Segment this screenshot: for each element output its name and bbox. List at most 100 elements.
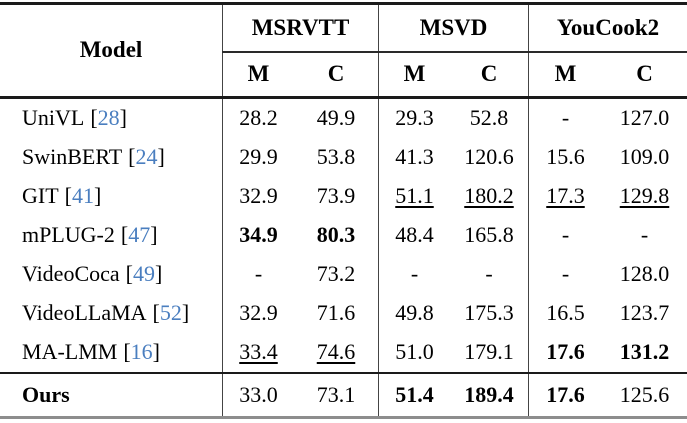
model-column-header: Model	[79, 37, 143, 63]
citation-number[interactable]: 28	[97, 105, 120, 130]
column-group-msvd: MSVD	[378, 5, 528, 51]
metric-value: 49.9	[316, 105, 356, 130]
model-row: MA-LMM [16] 33.4 74.6 51.0 179.1 17.6 131.2	[0, 332, 687, 372]
model-label: VideoLLaMA [52]	[0, 294, 222, 333]
metric-value: -	[222, 254, 294, 294]
model-label: UniVL [28]	[0, 99, 222, 138]
model-row: SwinBERT [24] 29.9 53.8 41.3 120.6 15.6 109.0	[0, 137, 687, 177]
model-label: SwinBERT [24]	[0, 138, 222, 177]
metric-value: 51.0	[378, 332, 450, 372]
metric-value: -	[528, 254, 602, 294]
metric-value: 33.4	[222, 332, 294, 372]
model-label: mPLUG-2 [47]	[0, 216, 222, 255]
header-mid-rule	[222, 51, 687, 53]
metric-value: 48.4	[378, 215, 450, 255]
table-body: UniVL [28] 28.2 49.9 29.3 52.8-127.0 SwinBERT[…	[0, 98, 687, 372]
metric-value: 129.8	[619, 183, 670, 208]
citation-number[interactable]: 49	[132, 261, 155, 286]
metric-value: 16.5	[528, 293, 602, 333]
metric-value: 32.9	[222, 293, 294, 333]
metric-value: 49.8	[378, 293, 450, 333]
table-header: Model MSRVTT MSVD YouCook2 M C M C M C	[0, 5, 687, 96]
metric-value: 123.7	[619, 300, 670, 325]
ours-separator-rule	[0, 371, 687, 374]
metric-value: 29.9	[222, 137, 294, 177]
metric-value: 51.4	[378, 374, 450, 416]
metric-value: 127.0	[619, 105, 670, 130]
citation-link[interactable]: [24]	[128, 144, 165, 169]
model-name: VideoCoca	[22, 261, 120, 286]
metric-value: 33.0	[222, 374, 294, 416]
metric-value: 80.3	[316, 222, 356, 247]
citation-link[interactable]: [16]	[123, 339, 160, 364]
citation-link[interactable]: [52]	[152, 300, 190, 325]
metric-value: 73.2	[316, 261, 356, 286]
citation-number[interactable]: 47	[128, 222, 151, 247]
metric-value: 120.6	[464, 144, 514, 169]
citation-link[interactable]: [49]	[125, 261, 163, 286]
metric-value: 17.3	[528, 176, 602, 216]
metric-value: 28.2	[222, 98, 294, 138]
metric-value: 175.3	[464, 300, 514, 325]
metric-value: -	[528, 98, 602, 138]
citation-number[interactable]: 41	[71, 183, 94, 208]
table-top-rule	[0, 2, 687, 5]
citation-link[interactable]: [47]	[120, 222, 158, 247]
ours-section: Ours 33.0 73.1 51.4 189.4 17.6 125.6	[0, 374, 687, 416]
metric-value: 51.1	[378, 176, 450, 216]
metric-value: 29.3	[378, 98, 450, 138]
metric-value: 73.9	[316, 183, 356, 208]
model-row: mPLUG-2 [47] 34.9 80.3 48.4 165.8- -	[0, 215, 687, 255]
header-bottom-rule	[0, 95, 687, 99]
metric-value: 41.3	[378, 137, 450, 177]
column-group-msrvtt: MSRVTT	[222, 5, 378, 51]
model-name: Ours	[22, 382, 70, 407]
citation-number[interactable]: 16	[130, 339, 153, 364]
metric-header-msrvtt-c: C	[327, 61, 345, 86]
metric-header-msrvtt-m: M	[222, 52, 294, 96]
metric-value: -	[485, 261, 493, 286]
model-name: UniVL	[22, 105, 85, 130]
metric-value: 131.2	[619, 339, 670, 364]
model-label: MA-LMM [16]	[0, 333, 222, 372]
model-row: VideoCoca [49] -73.2- - -128.0	[0, 254, 687, 294]
metric-value: 189.4	[464, 382, 514, 407]
citation-number[interactable]: 24	[135, 144, 158, 169]
citation-link[interactable]: [28]	[90, 105, 127, 130]
model-name: mPLUG-2	[22, 222, 115, 247]
citation-number[interactable]: 52	[159, 300, 182, 325]
metric-value: 125.6	[619, 382, 670, 407]
metric-value: -	[640, 222, 649, 247]
metric-header-area: MSRVTT MSVD YouCook2 M C M C M C	[222, 5, 687, 96]
metric-value: 53.8	[316, 144, 356, 169]
metric-value: 34.9	[222, 215, 294, 255]
table-bottom-rule	[0, 416, 687, 419]
metric-value: 17.6	[528, 374, 602, 416]
model-label: Ours	[0, 374, 222, 416]
model-label: GIT [41]	[0, 177, 222, 216]
metric-header-youcook2-c: C	[636, 61, 653, 86]
model-name: VideoLLaMA	[22, 300, 147, 325]
metric-value: -	[528, 215, 602, 255]
metric-value: 109.0	[619, 144, 670, 169]
model-name: GIT	[22, 183, 59, 208]
model-row: VideoLLaMA [52] 32.9 71.6 49.8 175.3 16.5 123.7	[0, 293, 687, 333]
metric-header-msvd-c: C	[480, 61, 498, 86]
ours-row: Ours 33.0 73.1 51.4 189.4 17.6 125.6	[0, 374, 687, 416]
metric-label-row: M C M C M C	[222, 52, 687, 96]
metric-value: 17.6	[528, 332, 602, 372]
metric-value: 74.6	[316, 339, 356, 364]
model-name: MA-LMM	[22, 339, 118, 364]
metric-header-youcook2-m: M	[528, 52, 602, 96]
metric-value: 73.1	[316, 382, 356, 407]
model-label: VideoCoca [49]	[0, 255, 222, 294]
metric-value: 165.8	[464, 222, 514, 247]
metric-value: 32.9	[222, 176, 294, 216]
metric-value: 128.0	[619, 261, 670, 286]
dataset-group-row: MSRVTT MSVD YouCook2	[222, 5, 687, 51]
metric-value: 15.6	[528, 137, 602, 177]
citation-link[interactable]: [41]	[64, 183, 102, 208]
metric-value: -	[378, 254, 450, 294]
metric-value: 71.6	[316, 300, 356, 325]
